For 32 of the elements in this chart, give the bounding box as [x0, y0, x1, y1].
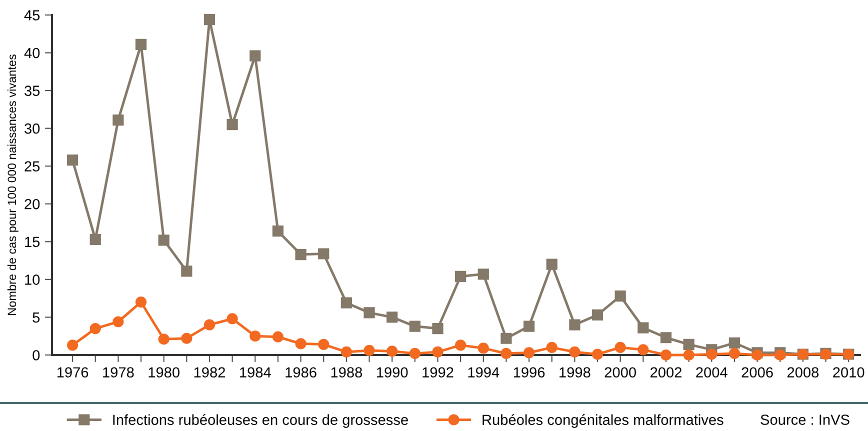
x-tick-label: 1992	[422, 367, 454, 378]
x-tick-label: 2004	[696, 367, 728, 378]
x-tick-label: 1980	[148, 367, 180, 378]
x-tick-label: 2010	[833, 367, 864, 378]
x-tick-label: 1978	[103, 367, 134, 378]
x-tick-label: 1984	[240, 367, 271, 378]
y-tick-label: 20	[24, 198, 40, 210]
source-note: Source : InVS	[760, 414, 850, 425]
y-tick-label: 15	[25, 236, 40, 248]
y-tick-label: 30	[24, 123, 40, 134]
x-tick-label: 1998	[560, 367, 590, 378]
x-tick-label: 1996	[514, 367, 545, 378]
x-tick-label: 2008	[787, 367, 819, 378]
y-tick-label: 35	[24, 86, 40, 96]
y-tick-label: 10	[25, 274, 40, 285]
y-tick-label: 25	[24, 161, 40, 172]
x-tick-label: 1982	[194, 367, 225, 378]
x-tick-label: 2002	[650, 367, 682, 378]
x-tick-label: 1976	[57, 367, 88, 378]
y-tick-label: 0	[32, 350, 40, 360]
y-tick-label: 45	[24, 10, 40, 20]
x-tick-label: 2006	[742, 367, 773, 378]
x-tick-label: 1988	[331, 367, 362, 378]
y-axis-title: Nombre de cas pour 100 000 naissances vivantes	[7, 54, 18, 315]
y-tick-label: 40	[24, 48, 40, 58]
legend-label: Infections rubéoleuses en cours de grossesse	[113, 414, 408, 428]
x-tick-label: 1994	[468, 367, 500, 378]
legend-label: Rubéoles congénitales malformatives	[482, 414, 724, 428]
x-tick-label: 2000	[604, 367, 636, 378]
x-tick-label: 1990	[376, 367, 408, 378]
x-tick-label: 1986	[286, 367, 316, 378]
y-tick-label: 5	[32, 312, 40, 323]
